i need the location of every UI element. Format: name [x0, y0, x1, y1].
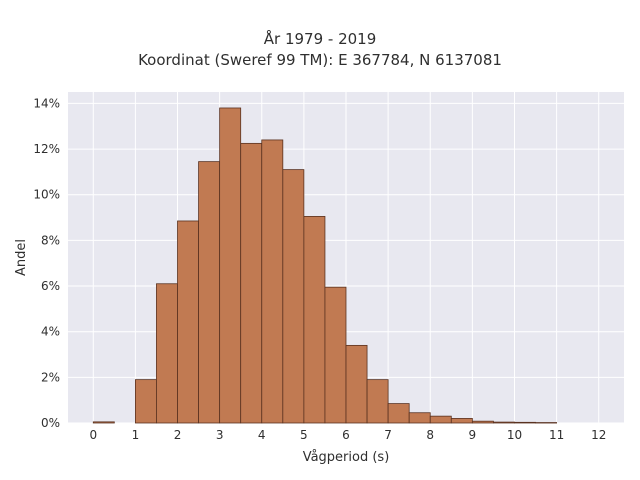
histogram-bar — [198, 161, 221, 424]
y-tick-label: 10% — [33, 188, 60, 202]
y-tick-label: 4% — [41, 325, 60, 339]
x-tick-label: 10 — [507, 428, 522, 442]
y-tick-label: 2% — [41, 370, 60, 384]
x-tick-label: 1 — [132, 428, 140, 442]
x-tick-label: 12 — [591, 428, 606, 442]
chart-title: År 1979 - 2019 — [263, 30, 377, 48]
x-tick-label: 4 — [258, 428, 266, 442]
histogram-bar — [450, 418, 473, 424]
x-tick-label: 6 — [342, 428, 350, 442]
x-tick-label: 5 — [300, 428, 308, 442]
histogram-bar — [240, 142, 263, 424]
histogram-bar — [345, 344, 368, 424]
histogram-bar — [303, 216, 326, 424]
histogram-bar — [429, 415, 452, 424]
x-tick-label: 9 — [469, 428, 477, 442]
x-tick-label: 7 — [384, 428, 392, 442]
histogram-bar — [92, 421, 115, 424]
x-axis-label: Vågperiod (s) — [303, 450, 390, 465]
chart-subtitle: Koordinat (Sweref 99 TM): E 367784, N 61… — [138, 51, 502, 69]
histogram-bar — [156, 283, 178, 424]
y-tick-label: 8% — [41, 233, 60, 247]
bars — [92, 107, 558, 424]
histogram-bar — [408, 412, 431, 424]
histogram-bar — [471, 420, 494, 424]
histogram-bar — [219, 107, 242, 424]
y-tick-label: 12% — [33, 142, 60, 156]
histogram-bar — [387, 403, 410, 424]
histogram-bar — [177, 220, 199, 424]
x-tick-label: 3 — [216, 428, 224, 442]
y-tick-labels: 0% 2% 4% 6% 8% 10% 12% 14% — [33, 96, 60, 430]
x-tick-label: 11 — [549, 428, 564, 442]
histogram-bar — [282, 169, 305, 424]
histogram-bar — [134, 379, 157, 424]
histogram-bar — [366, 379, 389, 424]
x-tick-label: 0 — [89, 428, 97, 442]
x-tick-labels: 0 1 2 3 4 5 6 7 8 9 10 11 12 — [89, 428, 606, 442]
histogram-bar — [324, 286, 347, 424]
histogram-bar — [261, 139, 284, 424]
histogram-bar — [514, 421, 536, 424]
y-tick-label: 14% — [33, 96, 60, 110]
x-tick-label: 2 — [174, 428, 182, 442]
y-tick-label: 0% — [41, 416, 60, 430]
histogram-bar — [493, 421, 515, 424]
x-tick-label: 8 — [426, 428, 434, 442]
y-axis-label: Andel — [14, 239, 29, 276]
y-tick-label: 6% — [41, 279, 60, 293]
histogram-bar — [535, 422, 558, 424]
